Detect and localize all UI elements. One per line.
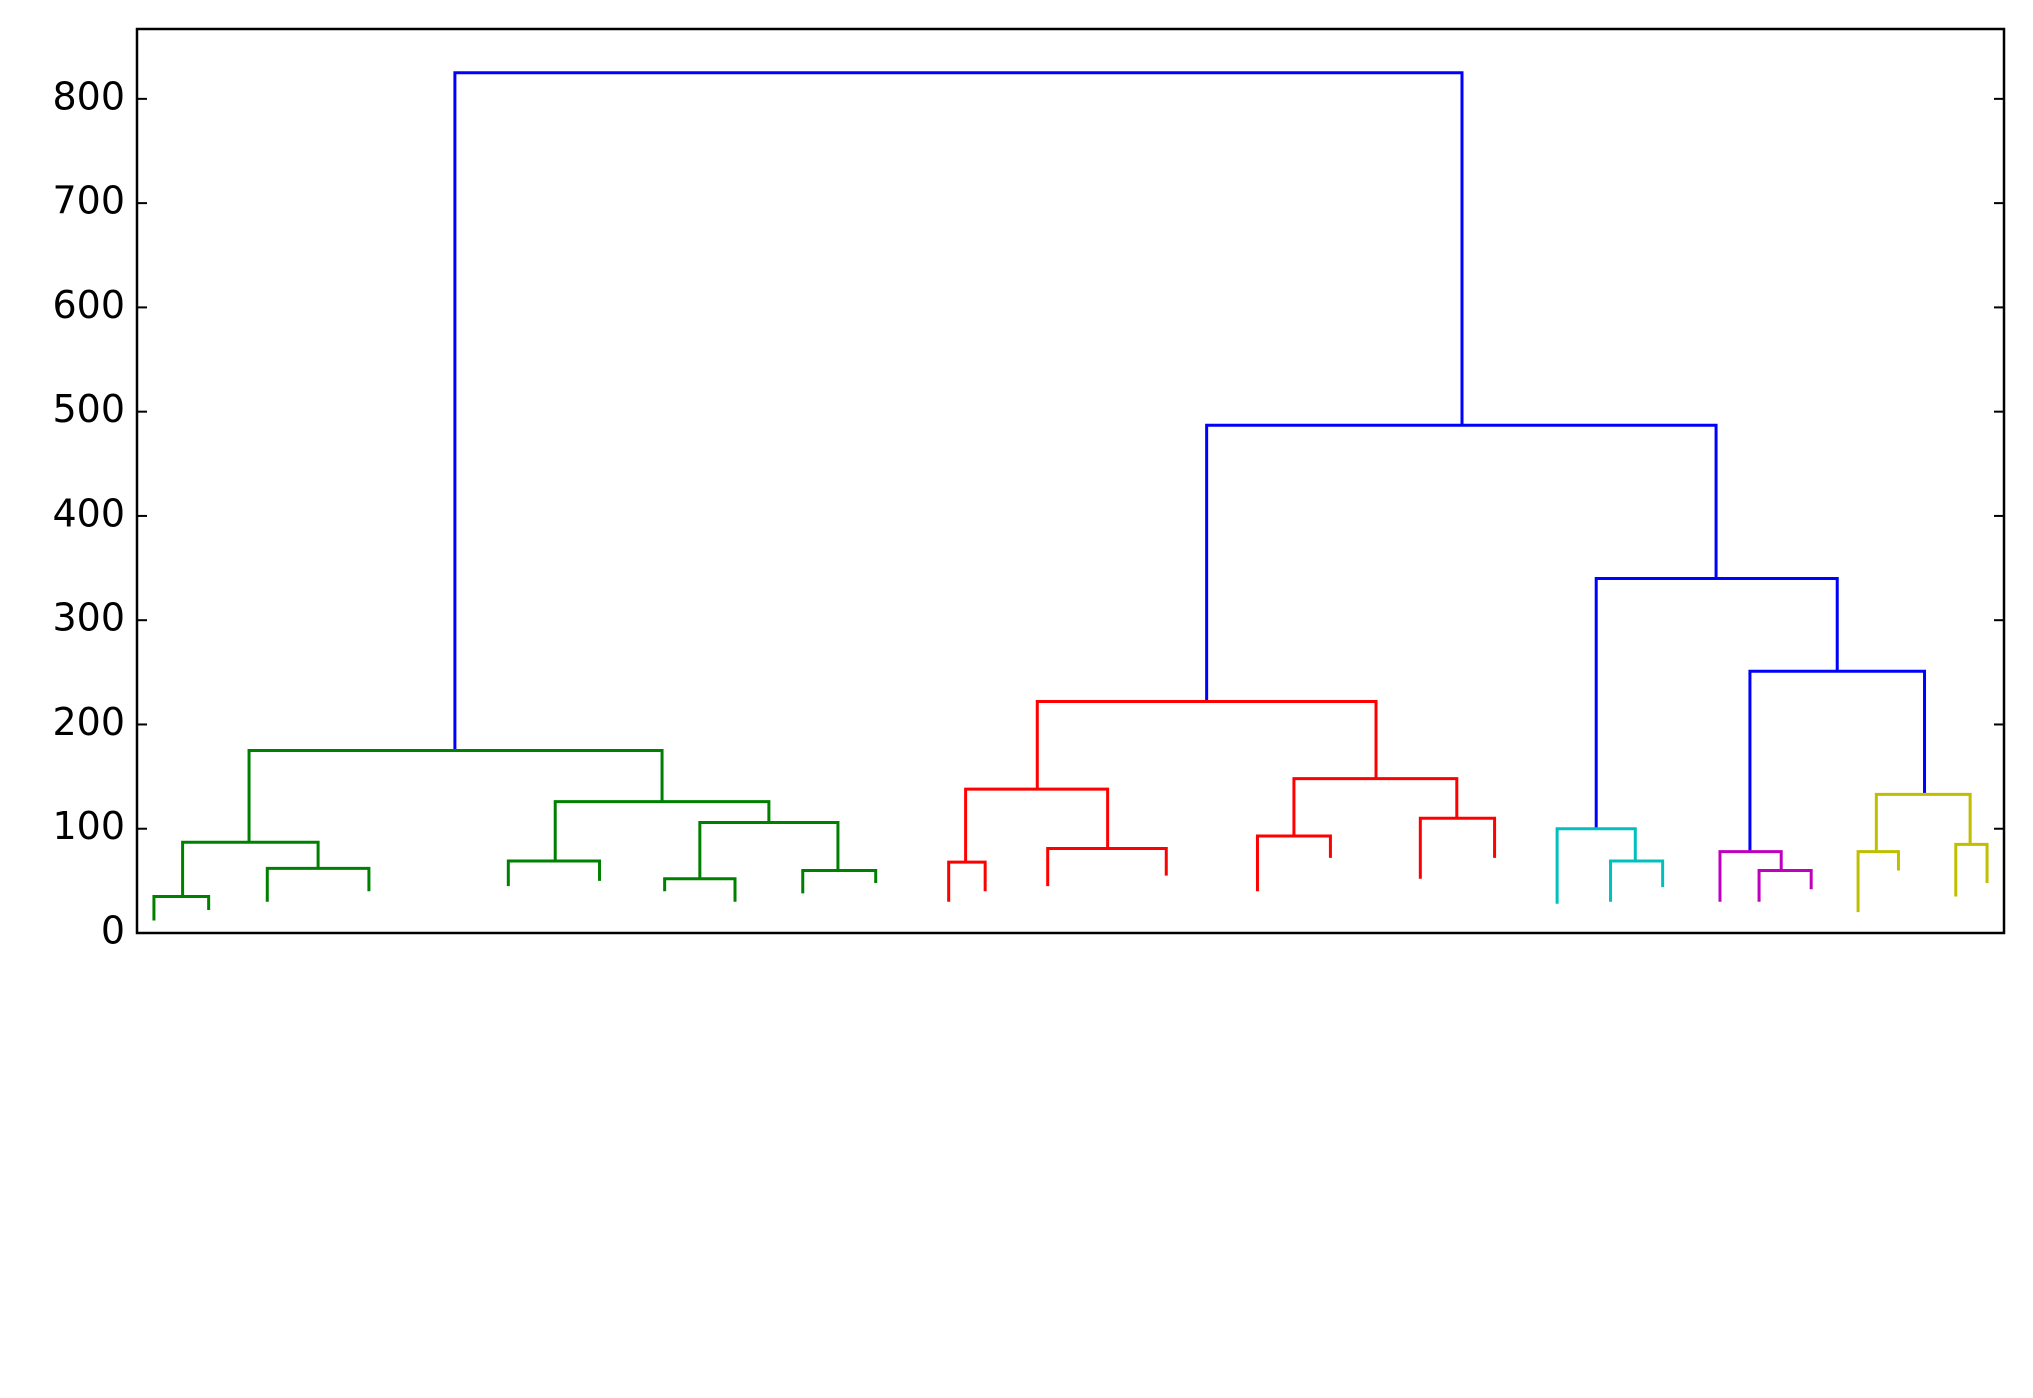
dendrogram-link (1874, 792, 1972, 852)
y-tick-label: 300 (52, 596, 125, 640)
dendrogram-link (1718, 850, 1783, 902)
y-tick-label: 100 (52, 804, 125, 848)
dendrogram-link (247, 749, 664, 843)
dendrogram-link (1035, 700, 1378, 790)
dendrogram-link (663, 877, 737, 902)
y-tick-label: 500 (52, 387, 125, 431)
dendrogram-link (1418, 816, 1497, 879)
dendrogram-link (1555, 827, 1637, 904)
dendrogram-link (1255, 834, 1332, 892)
y-tick-label: 600 (52, 283, 125, 327)
dendrogram-link (1757, 868, 1813, 902)
dendrogram-link (1609, 859, 1665, 902)
dendrogram-link (1856, 850, 1900, 913)
dendrogram-link (698, 820, 840, 879)
dendrogram-link (801, 868, 878, 894)
dendrogram-link (1292, 777, 1459, 837)
dendrogram-link (553, 800, 771, 862)
dendrogram-link (964, 787, 1110, 863)
dendrogram-link (1748, 669, 1927, 852)
y-tick-label: 0 (101, 909, 125, 953)
dendrogram-link (1594, 576, 1839, 829)
plot-frame (135, 27, 2006, 935)
dendrogram-link (1205, 423, 1718, 702)
y-tick-label: 700 (52, 179, 125, 223)
dendrogram-link (1954, 842, 1989, 897)
dendrogram-link (152, 895, 211, 921)
dendrogram-link (453, 71, 1464, 751)
y-tick-label: 400 (52, 491, 125, 535)
dendrogram-link (265, 866, 371, 902)
dendrogram-link (947, 860, 987, 902)
y-tick-label: 200 (52, 700, 125, 744)
dendrogram-link (506, 859, 602, 887)
y-tick-label: 800 (52, 74, 125, 118)
dendrogram-link (1046, 847, 1168, 887)
dendrogram-link (181, 840, 320, 897)
